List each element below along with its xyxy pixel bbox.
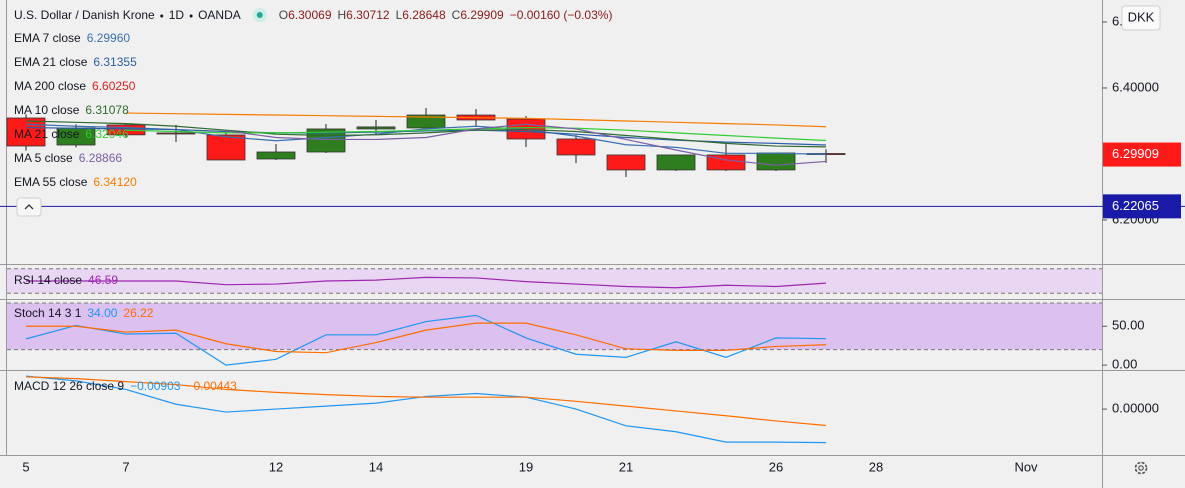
candle-body [406, 114, 446, 129]
x-tick-label: 28 [869, 459, 883, 474]
y-tick-label: 6.40000 [1112, 79, 1159, 94]
legend-value: 6.34120 [93, 175, 137, 189]
legend-name: MA 10 close [14, 103, 80, 117]
x-tick-label: 12 [269, 459, 283, 474]
indicator-line [26, 276, 827, 289]
legend-name: EMA 21 close [14, 55, 88, 69]
indicator-line [25, 375, 827, 444]
candle-body [356, 126, 396, 130]
gear-icon [1134, 461, 1148, 475]
indicator-line [26, 322, 827, 354]
ohlc-prefix: C [452, 8, 461, 22]
band-fill [7, 268, 1102, 294]
candle-body [206, 134, 246, 161]
legend-value: 6.29960 [87, 31, 131, 45]
last-price-label: 6.29909 [1112, 146, 1159, 161]
legend-value: 6.60250 [92, 79, 136, 93]
ohlc-prefix: O [279, 8, 288, 22]
candle-body [6, 117, 46, 147]
legend-value: 6.28866 [79, 151, 123, 165]
indicator-value: −0.00903 [130, 379, 181, 393]
y-tick-label: 0.00000 [1112, 401, 1159, 416]
ohlc-value: 6.30069 [288, 8, 332, 22]
hline-price-box [1103, 194, 1181, 219]
currency-box[interactable] [1121, 5, 1161, 31]
candle-body [256, 151, 296, 160]
moving-average-line [25, 120, 827, 148]
ohlc-prefix: L [396, 8, 403, 22]
moving-average-line [125, 112, 827, 128]
y-tick-label: 0.00 [1112, 357, 1137, 372]
last-price-box [1103, 142, 1181, 167]
collapse-button[interactable] [16, 197, 42, 217]
candle-body [756, 152, 796, 171]
indicator-value: 34.00 [87, 306, 117, 320]
currency-label: DKK [1128, 9, 1155, 24]
ohlc-value: 6.29909 [460, 8, 504, 22]
legend-name: MA 200 close [14, 79, 86, 93]
plot-layer: 6.200006.400006.5000057121419212628NovU.… [0, 5, 1185, 474]
symbol-title: U.S. Dollar / Danish Krone [14, 8, 155, 22]
candle-body [606, 154, 646, 171]
moving-average-line [225, 123, 827, 166]
market-status-dot [256, 12, 263, 18]
ohlc-prefix: H [338, 8, 347, 22]
indicator-line [25, 376, 827, 427]
separator-dot [160, 14, 164, 18]
hline-price-label: 6.22065 [1112, 198, 1159, 213]
x-tick-label: Nov [1014, 459, 1038, 474]
band-fill [7, 302, 1102, 350]
x-tick-label: 14 [369, 459, 383, 474]
ohlc-value: 6.28648 [402, 8, 446, 22]
legend-name: EMA 7 close [14, 31, 81, 45]
legend-value: 6.31078 [85, 103, 129, 117]
indicator-value: −0.00443 [186, 379, 237, 393]
ohlc-value: 6.30712 [346, 8, 390, 22]
x-tick-label: 21 [619, 459, 633, 474]
legend-name: MA 5 close [14, 151, 73, 165]
indicator-title: MACD 12 26 close 9 [14, 379, 124, 393]
legend-value: 6.32046 [85, 127, 129, 141]
legend-name: MA 21 close [14, 127, 80, 141]
candle-body [656, 154, 696, 171]
chevron-icon [24, 204, 34, 210]
data-source: OANDA [198, 8, 241, 22]
indicator-line [25, 314, 827, 366]
x-tick-label: 26 [769, 459, 783, 474]
x-tick-label: 7 [122, 459, 129, 474]
interval: 1D [169, 8, 185, 22]
gear-hub [1138, 465, 1144, 471]
collapse-box[interactable] [16, 197, 42, 217]
candle-body [556, 138, 596, 156]
candle-body [156, 132, 196, 135]
candle-body [106, 124, 146, 136]
legend-name: EMA 55 close [14, 175, 88, 189]
price-change: −0.00160 (−0.03%) [510, 8, 613, 22]
indicator-value: 26.22 [123, 306, 153, 320]
separator-dot [189, 14, 193, 18]
x-tick-label: 5 [22, 459, 29, 474]
indicator-value: 46.59 [88, 273, 118, 287]
x-tick-label: 19 [519, 459, 533, 474]
y-tick-label: 50.00 [1112, 318, 1145, 333]
legend-value: 6.31355 [93, 55, 137, 69]
indicator-title: RSI 14 close [14, 273, 82, 287]
settings-button[interactable] [1134, 461, 1148, 475]
indicator-title: Stoch 14 3 1 [14, 306, 82, 320]
